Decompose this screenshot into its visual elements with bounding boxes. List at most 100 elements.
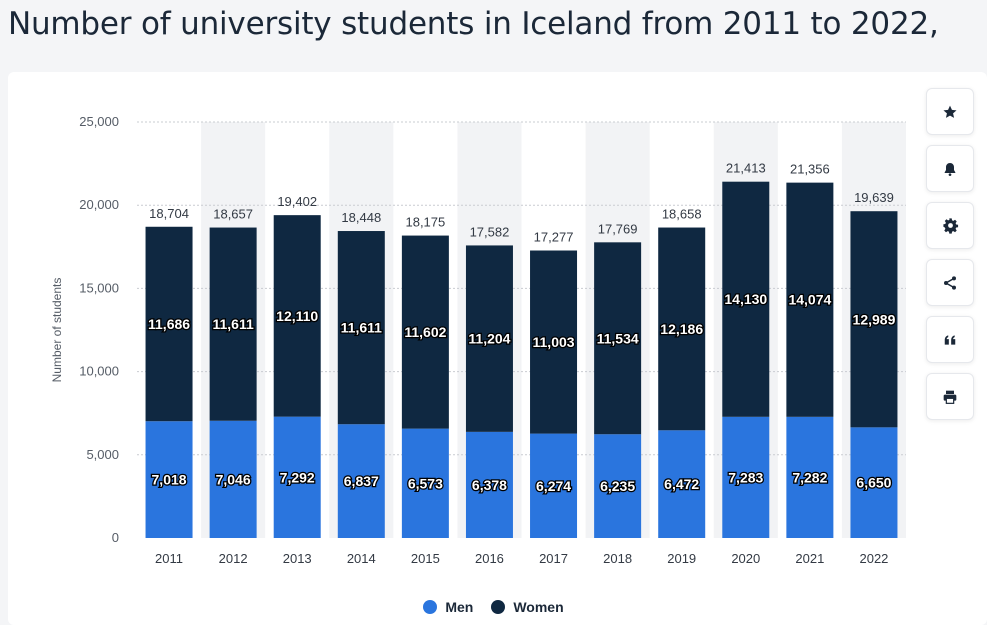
share-icon [944,275,956,290]
data-label-total: 18,175 [405,215,445,230]
legend-label-men: Men [445,599,474,615]
legend-swatch-women [491,600,506,614]
bar-women [337,231,385,425]
bar-men [530,433,578,538]
bar-men [401,428,449,538]
bar-women [850,211,898,428]
star-icon [943,105,957,118]
y-tick-label: 15,000 [79,280,119,295]
print-button[interactable] [926,373,974,420]
bar-men [337,424,385,538]
bar-women [786,182,834,417]
bar-women [145,226,193,422]
bar-men [209,420,257,538]
data-label-total: 21,356 [790,162,830,177]
data-label-men: 7,018 [152,472,187,488]
bar-women [209,227,257,421]
x-tick-label: 2018 [603,551,632,566]
x-tick-label: 2012 [219,551,248,566]
data-label-total: 19,402 [277,194,317,209]
x-tick-label: 2022 [859,551,888,566]
data-label-men: 6,472 [664,476,699,492]
bar-women [658,227,706,431]
bar-women [465,245,513,432]
data-label-total: 18,704 [149,206,189,221]
legend-label-women: Women [513,599,564,615]
x-tick-label: 2019 [667,551,696,566]
data-label-total: 17,582 [470,224,510,239]
data-label-men: 7,046 [216,471,251,487]
bar-men [850,427,898,538]
legend-swatch-men [423,600,438,614]
y-tick-label: 25,000 [79,114,119,129]
data-label-men: 7,283 [728,469,763,485]
x-tick-label: 2013 [283,551,312,566]
data-label-women: 12,186 [660,321,703,337]
x-tick-label: 2017 [539,551,568,566]
bar-men [145,421,193,538]
data-label-women: 11,611 [212,316,253,332]
x-tick-label: 2016 [475,551,504,566]
data-label-men: 6,235 [600,478,635,494]
data-label-women: 14,130 [724,291,767,307]
data-label-women: 12,989 [853,311,896,327]
data-label-men: 6,837 [344,473,379,489]
data-label-women: 14,074 [788,292,831,308]
print-icon [943,390,957,404]
settings-button[interactable] [926,202,974,249]
data-label-women: 11,204 [468,331,510,347]
bar-women [530,250,578,434]
favorite-button[interactable] [926,88,974,135]
data-label-total: 21,413 [726,161,766,176]
x-tick-label: 2020 [731,551,760,566]
bar-men [658,430,706,538]
bar-women [273,215,321,417]
data-label-men: 6,650 [856,475,891,491]
bar-women [594,242,642,435]
bar-men [594,434,642,538]
bar-women [722,181,770,417]
data-label-men: 6,274 [536,478,571,494]
bar-men [273,416,321,538]
legend-item-men[interactable]: Men [423,599,473,615]
x-tick-label: 2011 [155,551,183,566]
notification-button[interactable] [926,145,974,192]
bar-women [401,235,449,429]
x-tick-label: 2014 [347,551,376,566]
data-label-total: 18,657 [213,207,253,222]
data-label-women: 11,602 [404,324,446,340]
data-label-men: 6,378 [472,477,507,493]
gear-icon [942,218,958,234]
bell-icon [944,162,956,176]
data-label-total: 19,639 [854,190,894,205]
data-label-women: 11,003 [533,334,575,350]
bar-men [786,416,834,538]
x-tick-label: 2021 [795,551,824,566]
y-tick-label: 0 [112,530,119,545]
data-label-men: 7,292 [280,469,315,485]
data-label-women: 11,611 [341,320,382,336]
share-button[interactable] [926,259,974,306]
data-label-total: 18,658 [662,207,702,222]
data-label-men: 7,282 [792,469,827,485]
chart-toolbar [926,88,975,430]
data-label-total: 17,277 [534,230,574,245]
data-label-total: 17,769 [598,221,638,236]
y-tick-label: 5,000 [86,447,119,462]
bar-men [722,416,770,538]
y-tick-label: 20,000 [79,197,119,212]
data-label-total: 18,448 [341,210,381,225]
data-label-women: 12,110 [276,308,318,324]
data-label-women: 11,534 [597,330,639,346]
chart-legend: Men Women [0,599,987,615]
data-label-women: 11,686 [148,316,190,332]
legend-item-women[interactable]: Women [491,599,564,615]
cite-button[interactable] [926,316,974,363]
y-tick-label: 10,000 [79,364,119,379]
quote-icon [944,334,956,345]
bar-men [465,431,513,538]
x-tick-label: 2015 [411,551,440,566]
data-label-men: 6,573 [408,475,443,491]
page-title: Number of university students in Iceland… [8,6,939,42]
